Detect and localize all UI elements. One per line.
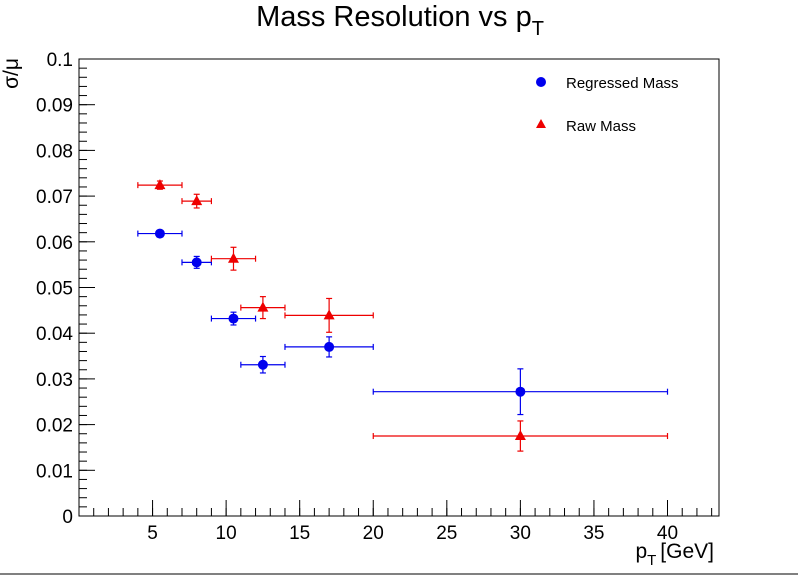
y-axis-label: σ/μ — [0, 58, 23, 89]
regressed-mass-point — [240, 355, 286, 374]
y-tick-label: 0.09 — [36, 96, 73, 117]
regressed-mass-marker — [154, 228, 165, 239]
raw-mass-marker — [323, 309, 335, 320]
regressed-mass-marker — [515, 386, 526, 397]
raw-mass-marker — [514, 430, 526, 441]
y-tick-label: 0.04 — [36, 324, 73, 345]
regressed-mass-marker — [191, 257, 202, 268]
x-tick-label: 25 — [436, 523, 457, 544]
y-tick-label: 0.1 — [47, 50, 73, 71]
raw-mass-point — [210, 246, 257, 271]
y-tick-label: 0.05 — [36, 279, 73, 300]
x-tick-label: 30 — [510, 523, 531, 544]
raw-mass-point — [181, 193, 213, 209]
legend-label-raw-mass: Raw Mass — [566, 118, 636, 135]
legend: Regressed Mass Raw Mass — [536, 75, 679, 135]
x-tick-label: 10 — [216, 523, 237, 544]
raw-mass-point — [372, 420, 669, 452]
y-tick-label: 0.02 — [36, 416, 73, 437]
raw-mass-point — [137, 179, 183, 190]
x-tick-label: 35 — [583, 523, 604, 544]
raw-mass-marker — [227, 252, 239, 263]
raw-mass-marker — [191, 195, 203, 206]
axis-ticks: 0 0.01 0.02 0.03 0.04 0.05 0.06 0.07 0.08 0.09 0.1… — [36, 50, 713, 544]
raw-mass-marker — [154, 179, 166, 190]
regressed-mass-marker — [257, 359, 268, 370]
y-tick-label: 0.06 — [36, 233, 73, 254]
y-tick-label: 0.03 — [36, 370, 73, 391]
regressed-mass-marker — [324, 341, 335, 352]
x-axis-label: pT [GeV] — [635, 540, 714, 569]
chart-title: Mass Resolution vs pT — [256, 1, 544, 40]
legend-label-regressed-mass: Regressed Mass — [566, 75, 679, 92]
raw-mass-point — [284, 297, 374, 333]
x-tick-label: 5 — [147, 523, 158, 544]
y-tick-label: 0.07 — [36, 187, 73, 208]
y-tick-label: 0.08 — [36, 141, 73, 162]
data-marks — [137, 179, 669, 452]
legend-marker-raw-mass — [536, 119, 546, 128]
regressed-mass-point — [137, 228, 183, 239]
y-tick-label: 0.01 — [36, 461, 73, 482]
regressed-mass-point — [210, 311, 257, 326]
regressed-mass-point — [284, 336, 374, 358]
regressed-mass-marker — [228, 313, 239, 324]
legend-marker-regressed-mass — [536, 77, 546, 87]
x-tick-label: 40 — [657, 523, 678, 544]
raw-mass-point — [240, 296, 286, 320]
regressed-mass-point — [181, 255, 213, 269]
x-tick-label: 20 — [363, 523, 384, 544]
y-tick-label: 0 — [62, 507, 73, 528]
regressed-mass-point — [372, 368, 669, 416]
x-tick-label: 15 — [289, 523, 310, 544]
raw-mass-marker — [257, 301, 269, 312]
